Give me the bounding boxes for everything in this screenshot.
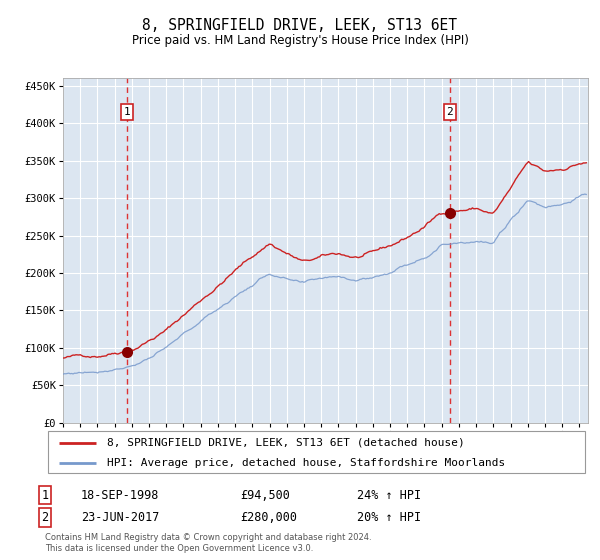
Text: Price paid vs. HM Land Registry's House Price Index (HPI): Price paid vs. HM Land Registry's House … bbox=[131, 34, 469, 46]
Text: Contains HM Land Registry data © Crown copyright and database right 2024.
This d: Contains HM Land Registry data © Crown c… bbox=[45, 533, 371, 553]
Text: HPI: Average price, detached house, Staffordshire Moorlands: HPI: Average price, detached house, Staf… bbox=[107, 458, 505, 468]
Text: 18-SEP-1998: 18-SEP-1998 bbox=[81, 488, 160, 502]
Text: 24% ↑ HPI: 24% ↑ HPI bbox=[357, 488, 421, 502]
FancyBboxPatch shape bbox=[48, 431, 585, 473]
Text: 8, SPRINGFIELD DRIVE, LEEK, ST13 6ET: 8, SPRINGFIELD DRIVE, LEEK, ST13 6ET bbox=[143, 18, 458, 33]
Text: 2: 2 bbox=[41, 511, 49, 524]
Text: 20% ↑ HPI: 20% ↑ HPI bbox=[357, 511, 421, 524]
Text: 1: 1 bbox=[41, 488, 49, 502]
Text: 23-JUN-2017: 23-JUN-2017 bbox=[81, 511, 160, 524]
Text: 2: 2 bbox=[446, 107, 454, 117]
Text: £94,500: £94,500 bbox=[240, 488, 290, 502]
Text: 8, SPRINGFIELD DRIVE, LEEK, ST13 6ET (detached house): 8, SPRINGFIELD DRIVE, LEEK, ST13 6ET (de… bbox=[107, 437, 465, 447]
Text: £280,000: £280,000 bbox=[240, 511, 297, 524]
Text: 1: 1 bbox=[124, 107, 130, 117]
